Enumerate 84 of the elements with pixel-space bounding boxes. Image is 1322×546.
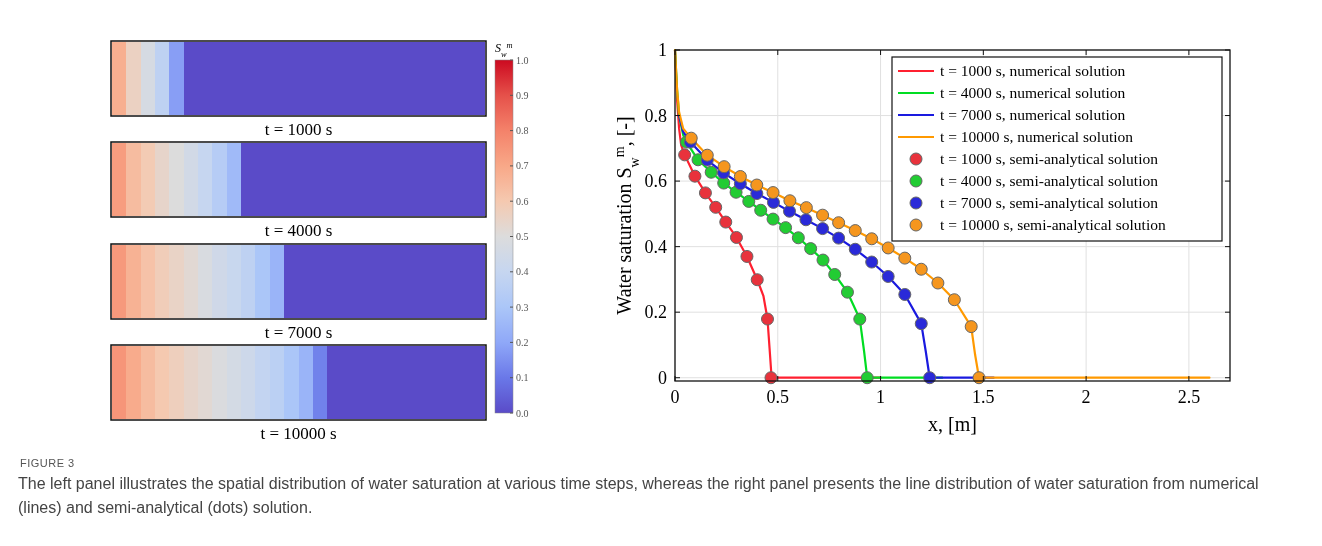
point: [931, 276, 945, 290]
point: [733, 170, 747, 183]
point: [783, 194, 797, 208]
legend-label: t = 4000 s, numerical solution: [940, 84, 1126, 101]
caption: FIGURE 3: [20, 457, 75, 469]
point: [709, 200, 723, 214]
color-bar-label: 0.0: [516, 407, 529, 419]
y-tick-label: 0.8: [644, 105, 667, 126]
legend-label: t = 10000 s, numerical solution: [940, 128, 1134, 145]
x-tick-label: 0.5: [766, 387, 790, 407]
point: [779, 221, 793, 235]
point: [898, 287, 912, 301]
color-bar-label: 0.8: [516, 125, 529, 137]
annotation: t = 4000 s: [264, 221, 333, 240]
color-bar-label: 0.2: [516, 336, 529, 348]
legend-label: t = 4000 s, semi-analytical solution: [940, 172, 1159, 189]
x-tick-label: 1.5: [972, 387, 995, 407]
point: [791, 231, 805, 245]
point: [898, 251, 912, 265]
point: [804, 242, 818, 256]
legend-label: t = 7000 s, numerical solution: [940, 106, 1126, 123]
point: [740, 249, 754, 263]
color-bar-label: 1.0: [516, 54, 529, 66]
point: [848, 224, 862, 238]
point: [799, 201, 813, 215]
point: [853, 312, 867, 326]
color-bar-label: 0.5: [516, 231, 529, 242]
point: [678, 148, 692, 162]
annotation: t = 1000 s: [264, 120, 333, 139]
point: [840, 285, 854, 299]
x-tick-label: 1: [876, 387, 886, 407]
point: [881, 269, 895, 283]
point: [881, 241, 895, 255]
y-tick-label: 0.4: [644, 236, 667, 257]
point: [865, 232, 879, 246]
point: [684, 131, 698, 145]
point: [717, 160, 731, 174]
x-axis-title: x, [m]: [928, 413, 977, 435]
point: [688, 169, 702, 183]
point: [848, 242, 862, 256]
color-bar-label: 0.1: [516, 372, 529, 384]
annotation: t = 7000 s: [264, 323, 333, 342]
point: [729, 230, 743, 244]
legend-label: t = 1000 s, numerical solution: [940, 62, 1126, 79]
point: [832, 231, 846, 245]
y-tick-label: 0: [658, 367, 667, 388]
point: [766, 186, 780, 200]
x-tick-label: 2: [1081, 387, 1091, 407]
point: [742, 194, 756, 208]
point: [832, 216, 846, 230]
point: [816, 222, 830, 236]
point: [766, 212, 780, 226]
color-bar-label: 0.9: [516, 89, 529, 101]
point: [750, 273, 764, 287]
color-bar-label: 0.3: [516, 301, 529, 313]
y-tick-label: 1: [658, 40, 667, 60]
x-tick-label: 2.5: [1177, 387, 1201, 407]
point: [799, 213, 813, 227]
legend-label: t = 1000 s, semi-analytical solution: [940, 150, 1159, 167]
point: [719, 215, 733, 229]
color-bar-label: 0.7: [516, 160, 529, 172]
point: [761, 312, 774, 326]
point: [828, 267, 842, 281]
point: [865, 255, 879, 269]
point: [754, 203, 768, 217]
legend-label: t = 7000 s, semi-analytical solution: [940, 194, 1159, 211]
legend-label: t = 10000 s, semi-analytical solution: [940, 216, 1166, 233]
text: The left panel illustrates the spatial distribution of water saturation at various time steps, whereas the right panel presents the line distribution of water saturation from numerical (lines) and semi-analytical (dots) solution.: [18, 474, 1260, 518]
y-tick-label: 0.2: [644, 302, 667, 323]
point: [750, 178, 764, 192]
y-tick-label: 0.6: [644, 171, 667, 192]
color-bar-label: 0.6: [516, 195, 529, 207]
point: [704, 165, 718, 179]
point: [816, 253, 830, 267]
point: [816, 208, 830, 222]
color-bar-label: 0.4: [516, 266, 529, 278]
point: [700, 148, 714, 162]
point: [964, 320, 978, 334]
point: [914, 262, 928, 276]
point: [782, 204, 796, 218]
point: [947, 293, 961, 307]
point: [914, 317, 928, 331]
text: t = 10000 s: [260, 424, 337, 443]
point: [698, 186, 712, 200]
